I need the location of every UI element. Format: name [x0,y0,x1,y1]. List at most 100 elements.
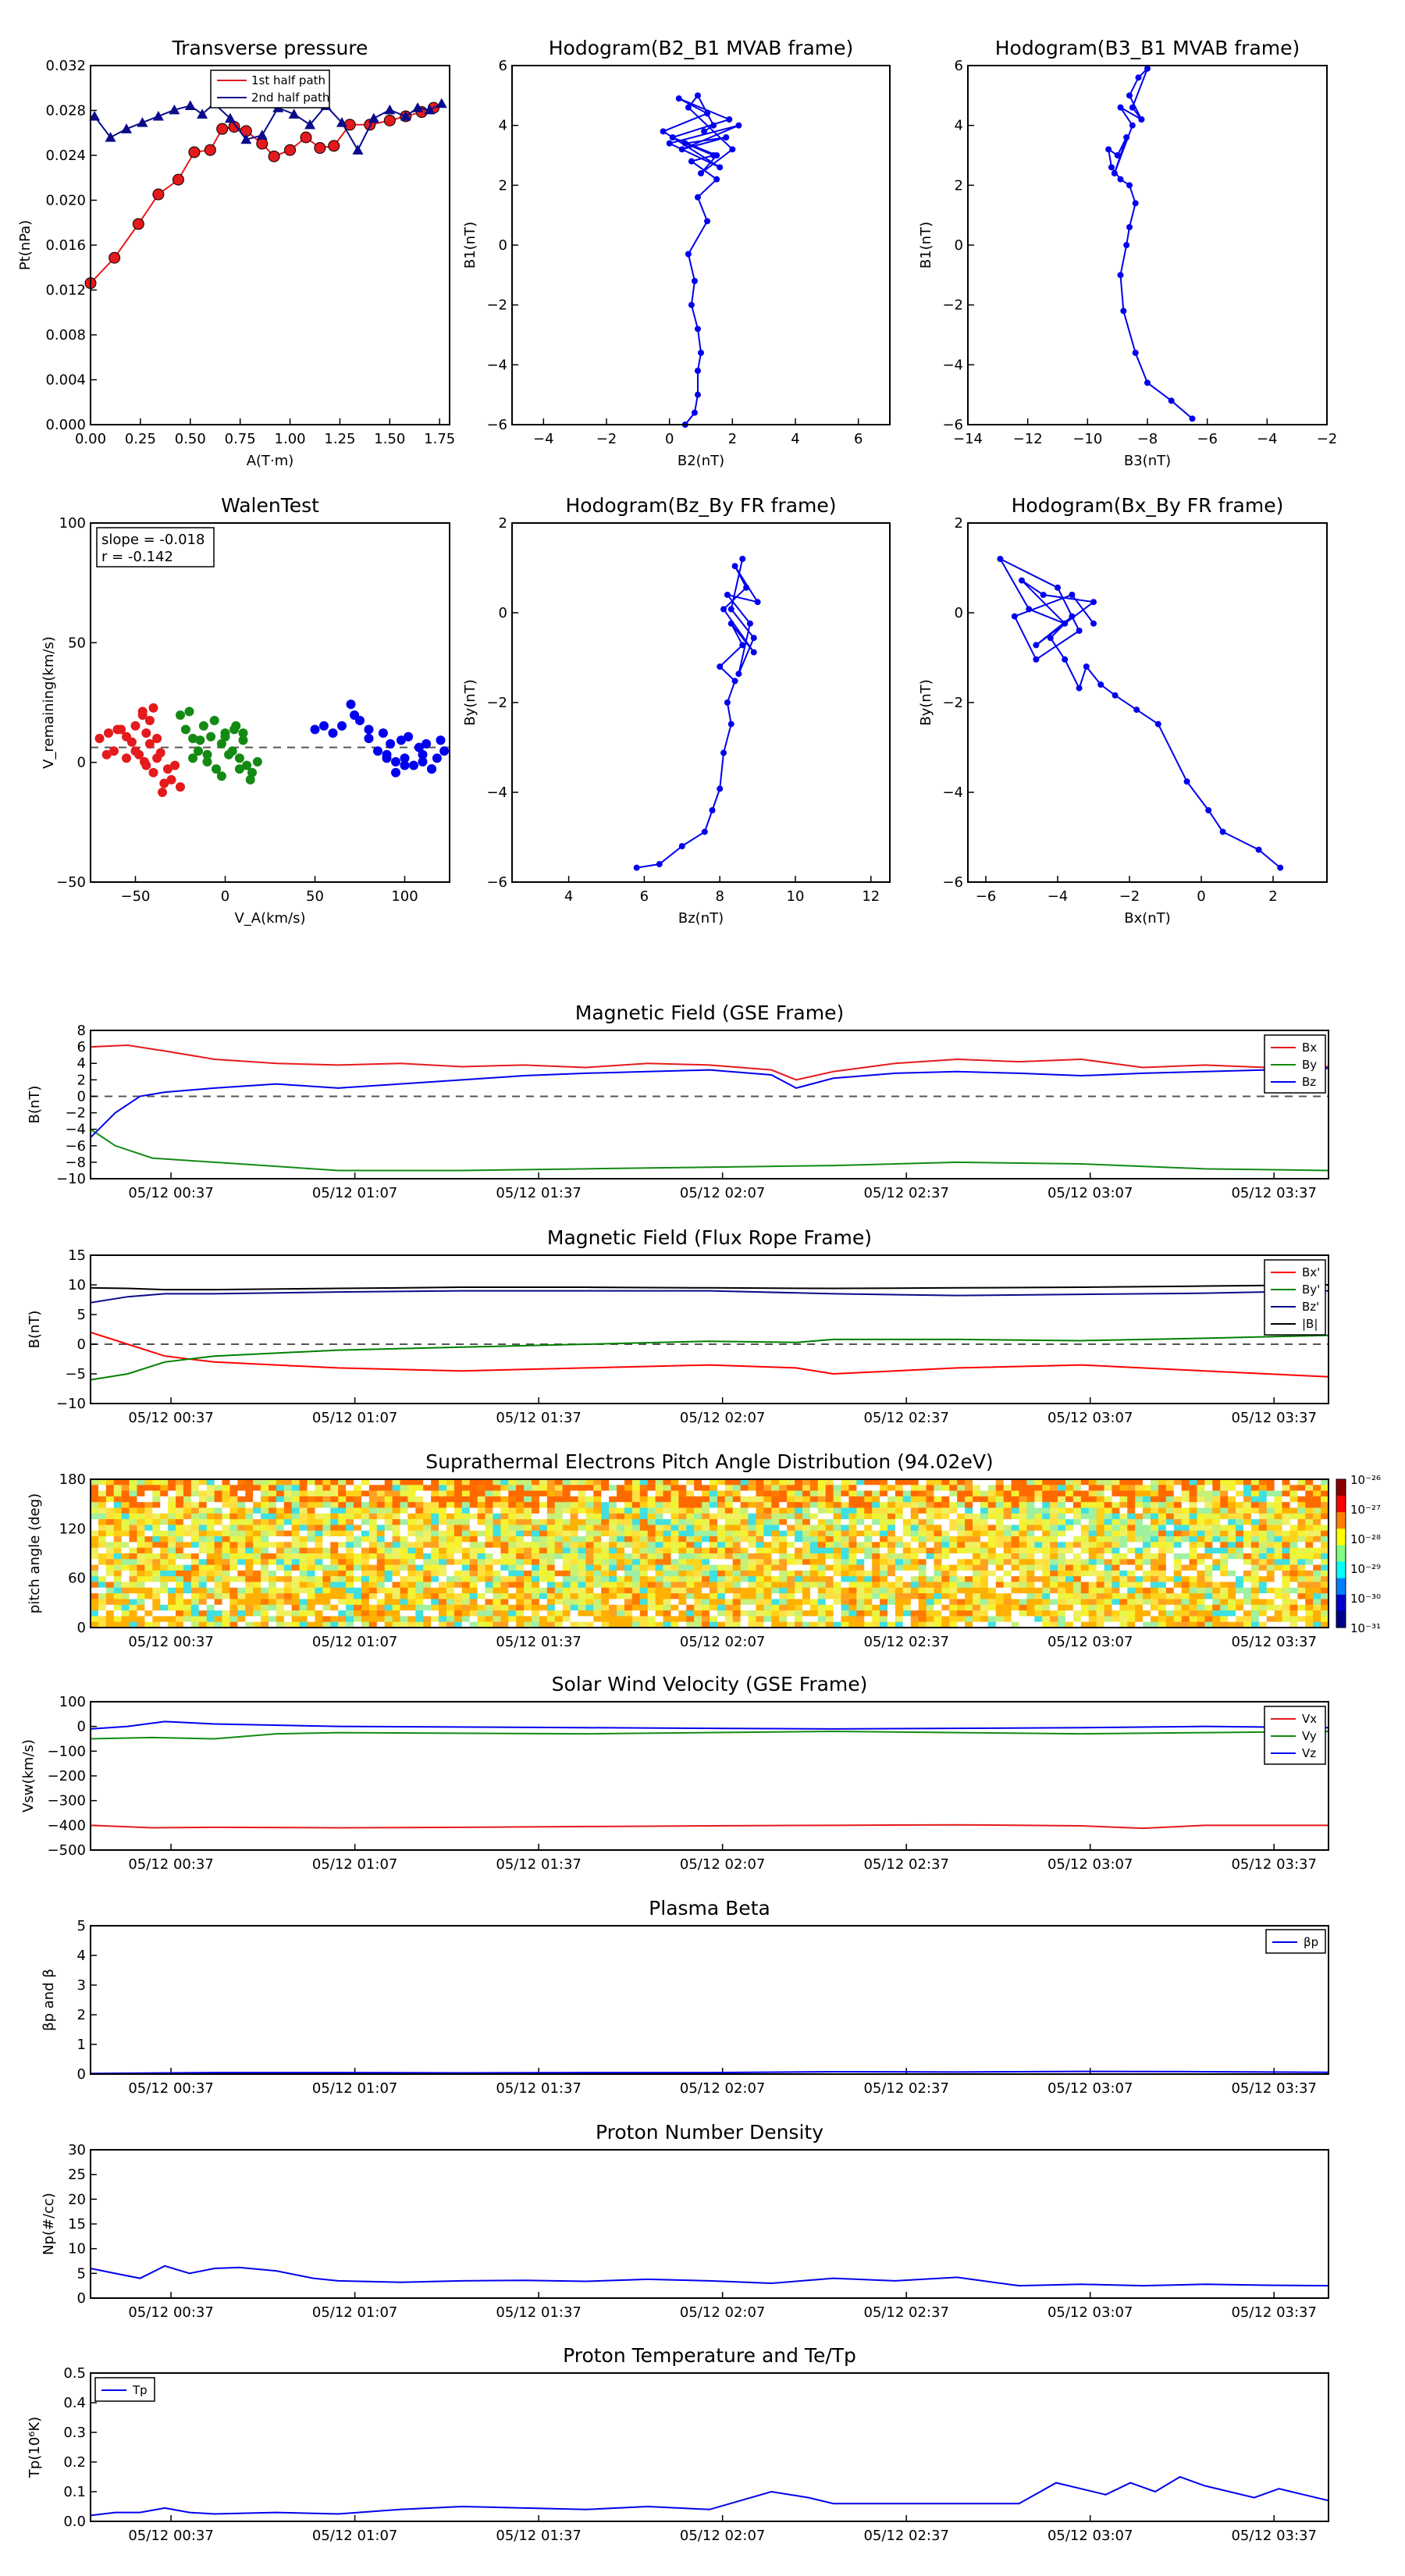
pad-cell [1220,1610,1229,1617]
pad-cell [585,1604,594,1611]
pad-cell [253,1536,261,1542]
pad-cell [624,1530,633,1537]
pad-cell [809,1479,819,1485]
pad-cell [1181,1570,1190,1577]
pad-cell [694,1502,702,1509]
pad-cell [532,1496,540,1503]
walen-series-2-point [364,724,374,735]
pad-cell [129,1564,137,1571]
pad-cell [678,1553,687,1560]
pad-cell [740,1542,749,1549]
pad-cell [129,1519,137,1525]
pad-cell [1228,1513,1236,1520]
pad-cell [585,1479,594,1485]
bfr-xtick-label: 05/12 00:37 [128,1410,213,1426]
pad-cell [1189,1570,1197,1577]
pad-cell [1058,1530,1066,1537]
pad-cell [609,1479,617,1485]
pad-cell [508,1604,517,1611]
pad-cell [1321,1570,1329,1577]
pad-cell [578,1570,586,1577]
pad-cell [1250,1485,1260,1492]
pad-cell [168,1621,176,1628]
pad-cell [322,1616,331,1623]
pad-cell [631,1593,641,1599]
pad-cell [872,1616,880,1623]
pad-cell [593,1530,602,1537]
pad-cell [710,1490,718,1497]
pad-cell [1243,1599,1252,1606]
pad-cell [1034,1502,1043,1509]
pad-cell [748,1496,756,1503]
pad-cell [1173,1553,1183,1560]
pad-cell [98,1490,107,1497]
pad-cell [1204,1587,1213,1594]
pad-cell [1305,1587,1314,1594]
pad-cell [338,1547,347,1554]
pad-cell [261,1616,269,1623]
pad-cell [887,1621,896,1628]
beta-ytick-label: 5 [77,1918,86,1934]
pad-cell [330,1485,339,1492]
pad-cell [261,1485,269,1492]
pad-cell [307,1570,315,1577]
pad-cell [1034,1507,1043,1514]
pad-cell [276,1485,285,1492]
pad-cell [105,1502,115,1509]
pad-cell [338,1564,347,1571]
pad-cell [918,1479,927,1485]
hodo1-xtick-label: 4 [791,431,799,447]
pad-cell [748,1530,756,1537]
pad-cell [895,1604,904,1611]
pad-cell [670,1542,679,1549]
pad-cell [407,1479,416,1485]
pad-cell [1127,1587,1136,1594]
pad-cell [1212,1547,1221,1554]
hodo3-ytick-label: −6 [486,874,507,891]
pad-cell [113,1542,123,1549]
pad-cell [702,1564,710,1571]
pad-cell [1236,1490,1244,1497]
pad-cell [237,1530,246,1537]
pad-cell [1266,1570,1275,1577]
pad-cell [206,1530,215,1537]
pad-cell [756,1525,764,1532]
hodo1-series-0-point [713,152,720,158]
pad-cell [1189,1502,1197,1509]
pad-cell [105,1564,115,1571]
pad-cell [987,1542,997,1549]
pad-cell [771,1547,780,1554]
pad-cell [987,1536,997,1542]
pad-cell [261,1513,269,1520]
pad-cell [1165,1542,1175,1549]
pad-cell [291,1582,301,1589]
pad-cell [113,1599,123,1606]
pad-cell [1305,1570,1314,1577]
pad-cell [1026,1587,1035,1594]
pad-cell [1127,1553,1136,1560]
pad-cell [1197,1604,1205,1611]
pad-cell [105,1507,115,1514]
pad-cell [1135,1604,1144,1611]
pad-cell [624,1570,633,1577]
pad-cell [1321,1604,1329,1611]
pad-cell [1189,1621,1197,1628]
bgse-ytick-label: 6 [77,1039,86,1055]
pad-cell [338,1536,347,1542]
hodo3-xlabel: Bz(nT) [678,910,724,927]
pad-cell [361,1570,370,1577]
pad-cell [795,1616,803,1623]
pad-cell [1289,1525,1298,1532]
pad-cell [686,1604,695,1611]
pad-cell [516,1519,525,1525]
pad-cell [809,1513,819,1520]
pad-cell [748,1610,756,1617]
hodo4-panel: Hodogram(Bx_By FR frame)−6−4−202−6 −4 −2 0 2… [918,494,1328,927]
pad-cell [315,1547,323,1554]
pad-cell [678,1593,687,1599]
pad-cell [817,1610,827,1617]
bgse-ytick-label: −2 [65,1105,86,1122]
transverse-series-0-point [188,146,201,158]
pad-cell [1011,1479,1019,1485]
pad-cell [895,1479,904,1485]
